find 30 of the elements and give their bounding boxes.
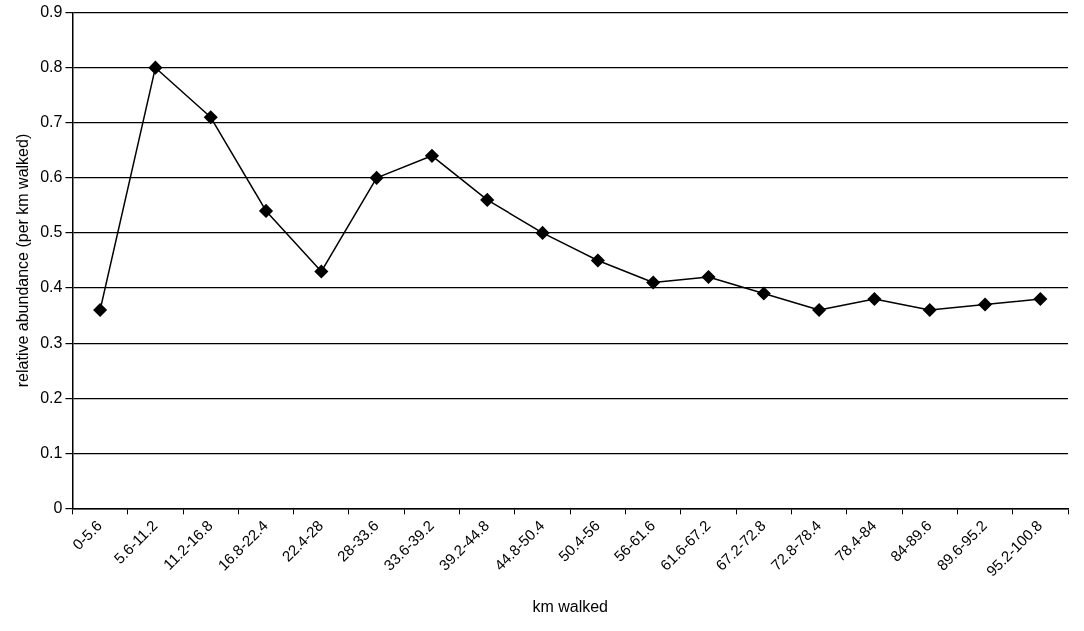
point: [369, 171, 384, 185]
y-tick-label: 0: [53, 498, 63, 516]
x-axis-title: km walked: [532, 597, 609, 615]
y-tick-label: 0.8: [40, 58, 63, 76]
y-tick-label: 0.6: [40, 168, 63, 186]
y-tick-label: 0.4: [40, 278, 63, 296]
point: [757, 286, 771, 301]
point: [867, 292, 882, 306]
point: [425, 149, 439, 163]
y-tick-label: 0.1: [40, 443, 63, 461]
point: [922, 303, 937, 317]
y-tick-label: 0.9: [40, 3, 63, 21]
point: [259, 204, 273, 218]
point: [203, 110, 218, 125]
point: [978, 297, 992, 312]
point: [591, 253, 605, 268]
y-tick-label: 0.3: [40, 333, 63, 351]
y-tick-label: 0.7: [40, 113, 63, 131]
y-tick-label: 0.5: [40, 223, 63, 241]
y-axis-title: relative abundance (per km walked): [14, 133, 32, 388]
point: [535, 226, 550, 240]
y-tick-label: 0.2: [40, 388, 63, 406]
point: [314, 264, 329, 279]
point: [646, 275, 660, 290]
point: [701, 270, 716, 284]
point: [1033, 292, 1048, 306]
point: [148, 60, 163, 75]
point: [812, 303, 826, 317]
point: [480, 193, 495, 207]
point: [93, 303, 107, 317]
